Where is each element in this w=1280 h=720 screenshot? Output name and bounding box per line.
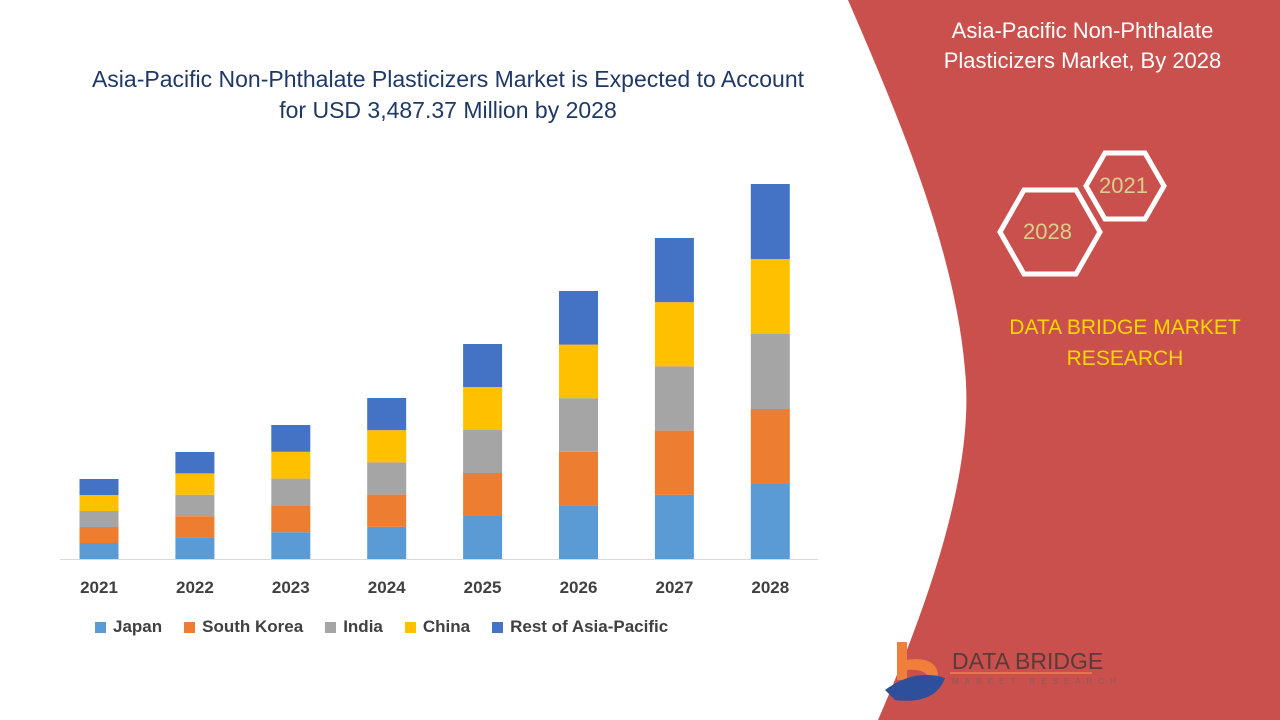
bar-segment-rest-of-asia-pacific-2025 xyxy=(463,344,503,387)
bar-segment-china-2025 xyxy=(463,387,503,430)
bar-segment-rest-of-asia-pacific-2028 xyxy=(750,184,790,259)
bar-segment-south-korea-2026 xyxy=(559,451,598,506)
bar-segment-south-korea-2022 xyxy=(175,516,215,538)
legend-label: China xyxy=(422,617,471,636)
bar-segment-india-2021 xyxy=(79,511,119,527)
bar-segment-japan-2025 xyxy=(463,516,503,559)
bar-segment-china-2026 xyxy=(559,344,598,399)
bar-segment-china-2022 xyxy=(175,473,215,495)
bar-segment-china-2024 xyxy=(367,430,407,463)
x-tick-label: 2021 xyxy=(80,578,118,597)
bar-segment-south-korea-2024 xyxy=(367,494,407,527)
legend-swatch xyxy=(184,621,196,633)
legend-item: Japan xyxy=(95,617,162,637)
bar-segment-japan-2024 xyxy=(367,526,407,559)
bar-segment-japan-2028 xyxy=(750,484,790,559)
hexagon-2021 xyxy=(1083,150,1167,222)
bar-segment-rest-of-asia-pacific-2026 xyxy=(559,291,598,345)
legend-label: Japan xyxy=(113,617,163,636)
bar-segment-japan-2023 xyxy=(271,532,311,559)
logo-name: DATA BRIDGE xyxy=(952,648,1104,674)
x-tick-label: 2022 xyxy=(176,578,214,597)
bar-segment-japan-2021 xyxy=(79,543,119,559)
legend: Japan South Korea India China Rest of Asia-P… xyxy=(95,617,668,637)
x-tick-label: 2028 xyxy=(751,578,789,597)
hex-year-2021: 2021 xyxy=(1099,173,1148,198)
chart-title: Asia-Pacific Non-Phthalate Plasticizers … xyxy=(91,66,805,123)
bar-segment-south-korea-2021 xyxy=(79,527,119,543)
side-panel-title: Asia-Pacific Non-Phthalate Plasticizers … xyxy=(943,18,1222,73)
bar-segment-china-2021 xyxy=(79,495,119,511)
legend-label: South Korea xyxy=(202,617,304,636)
bar-segment-japan-2026 xyxy=(559,505,598,559)
logo-subtitle: MARKET RESEARCH xyxy=(952,677,1122,686)
x-tick-label: 2023 xyxy=(272,578,310,597)
red-side-panel xyxy=(848,0,1280,720)
bar-segment-south-korea-2023 xyxy=(271,505,311,533)
logo-icon xyxy=(885,642,945,701)
bar-segment-south-korea-2025 xyxy=(463,473,503,516)
legend-swatch xyxy=(95,621,106,633)
legend-swatch xyxy=(325,621,337,633)
bar-segment-south-korea-2028 xyxy=(750,409,790,484)
legend-label: Rest of Asia-Pacific xyxy=(510,617,669,636)
bar-segment-rest-of-asia-pacific-2022 xyxy=(175,452,215,474)
bar-segment-japan-2022 xyxy=(175,537,215,559)
bar-segment-india-2026 xyxy=(559,398,598,452)
bar-segment-india-2028 xyxy=(750,334,790,409)
x-tick-label: 2025 xyxy=(464,578,502,597)
x-tick-label: 2026 xyxy=(560,578,598,597)
legend-item: China xyxy=(404,617,471,637)
x-tick-label: 2024 xyxy=(368,578,406,597)
bar-segment-india-2025 xyxy=(463,430,503,473)
x-tick-label: 2027 xyxy=(655,578,693,597)
bar-segment-china-2028 xyxy=(750,259,790,334)
legend-swatch xyxy=(492,621,504,633)
legend-swatch xyxy=(404,621,416,633)
bar-segment-india-2024 xyxy=(367,462,407,495)
hexagon-2028 xyxy=(997,187,1103,277)
legend-item: South Korea xyxy=(184,617,303,637)
bar-segment-china-2027 xyxy=(654,302,694,367)
bar-segment-japan-2027 xyxy=(654,494,694,559)
legend-label: India xyxy=(343,617,383,636)
bar-segment-india-2023 xyxy=(271,478,311,506)
bar-segment-rest-of-asia-pacific-2021 xyxy=(79,479,119,495)
hex-year-2028: 2028 xyxy=(1023,219,1072,244)
bar-segment-rest-of-asia-pacific-2027 xyxy=(654,238,694,303)
legend-item: India xyxy=(325,617,383,637)
brand-name: DATA BRIDGE MARKET RESEARCH xyxy=(1009,316,1241,370)
bar-segment-india-2022 xyxy=(175,494,215,517)
bar-segment-rest-of-asia-pacific-2023 xyxy=(271,425,311,452)
bar-segment-china-2023 xyxy=(271,451,311,479)
bar-segment-india-2027 xyxy=(654,366,694,431)
bar-segment-rest-of-asia-pacific-2024 xyxy=(367,398,407,431)
bar-segment-south-korea-2027 xyxy=(654,430,694,495)
legend-item: Rest of Asia-Pacific xyxy=(492,617,668,637)
